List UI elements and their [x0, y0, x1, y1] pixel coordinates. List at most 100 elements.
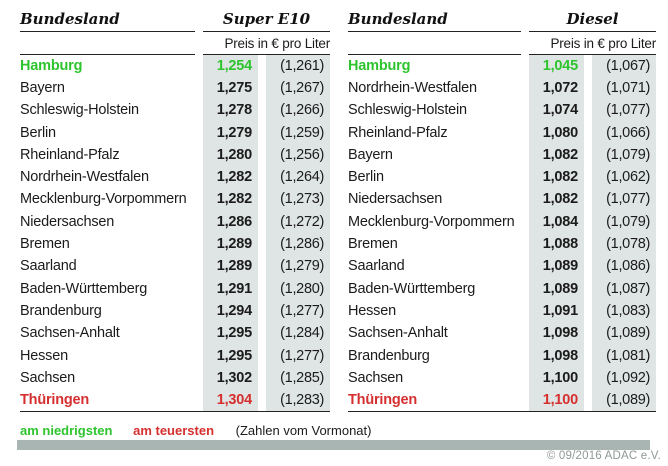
table-row: Niedersachsen 1,082 (1,077) — [348, 188, 656, 211]
current-price: 1,304 — [203, 388, 258, 412]
table-row: Sachsen 1,302 (1,285) — [20, 366, 330, 389]
current-price: 1,089 — [529, 255, 584, 278]
column-gap — [584, 299, 592, 323]
previous-month-price: (1,277) — [266, 344, 330, 367]
previous-month-price: (1,266) — [266, 99, 330, 122]
table-row: Brandenburg 1,098 (1,081) — [348, 344, 656, 367]
state-name: Saarland — [20, 258, 77, 275]
previous-month-price: (1,087) — [592, 277, 656, 300]
state-name: Sachsen-Anhalt — [348, 325, 448, 342]
column-gap — [258, 255, 266, 278]
column-gap — [584, 344, 592, 367]
state-name: Brandenburg — [348, 347, 430, 364]
column-gap — [584, 188, 592, 211]
state-name: Saarland — [348, 258, 405, 275]
column-gap — [258, 188, 266, 211]
table-row: Baden-Württemberg 1,291 (1,280) — [20, 277, 330, 300]
column-gap — [584, 366, 592, 389]
column-gap — [195, 210, 203, 233]
column-gap — [584, 210, 592, 233]
state-name: Nordrhein-Westfalen — [348, 79, 477, 96]
current-price: 1,254 — [203, 54, 258, 77]
column-gap — [195, 277, 203, 300]
state-name: Rheinland-Pfalz — [348, 124, 448, 141]
super-e10-table: Bundesland Super E10 Preis in € pro Lite… — [20, 8, 330, 413]
column-gap — [521, 299, 529, 323]
table-row: Mecklenburg-Vorpommern 1,084 (1,079) — [348, 210, 656, 233]
current-price: 1,280 — [203, 143, 258, 166]
table-subheader-row: Preis in € pro Liter — [348, 32, 656, 55]
table-row: Saarland 1,089 (1,086) — [348, 255, 656, 278]
previous-month-price: (1,079) — [592, 143, 656, 166]
column-gap — [584, 232, 592, 256]
table-row: Hamburg 1,254 (1,261) — [20, 54, 330, 77]
previous-month-price: (1,089) — [592, 388, 656, 412]
table-row: Bremen 1,289 (1,286) — [20, 232, 330, 256]
column-gap — [258, 165, 266, 189]
column-gap — [521, 188, 529, 211]
current-price: 1,275 — [203, 76, 258, 100]
column-gap — [521, 121, 529, 144]
previous-month-price: (1,273) — [266, 188, 330, 211]
state-name: Bremen — [348, 236, 398, 253]
unit-header: Preis in € pro Liter — [203, 36, 330, 55]
column-gap — [584, 54, 592, 77]
table-row: Niedersachsen 1,286 (1,272) — [20, 210, 330, 233]
previous-month-price: (1,279) — [266, 255, 330, 278]
table-row: Brandenburg 1,294 (1,277) — [20, 299, 330, 323]
state-name: Hessen — [20, 347, 68, 364]
current-price: 1,080 — [529, 121, 584, 144]
previous-month-price: (1,066) — [592, 121, 656, 144]
table-row: Rheinland-Pfalz 1,080 (1,066) — [348, 121, 656, 144]
previous-month-price: (1,086) — [592, 255, 656, 278]
table-header-row: Bundesland Diesel — [348, 8, 656, 32]
legend-highest-label: am teuersten — [133, 423, 215, 438]
state-name: Mecklenburg-Vorpommern — [20, 191, 187, 208]
column-gap — [195, 255, 203, 278]
column-gap — [195, 232, 203, 256]
fuel-type-header: Diesel — [529, 10, 656, 32]
previous-month-price: (1,089) — [592, 322, 656, 345]
unit-header: Preis in € pro Liter — [529, 36, 656, 55]
current-price: 1,278 — [203, 99, 258, 122]
previous-month-price: (1,259) — [266, 121, 330, 144]
column-gap — [258, 210, 266, 233]
previous-month-price: (1,077) — [592, 188, 656, 211]
column-gap — [258, 388, 266, 412]
state-name: Hessen — [348, 302, 396, 319]
current-price: 1,089 — [529, 277, 584, 300]
table-header-row: Bundesland Super E10 — [20, 8, 330, 32]
table-row: Mecklenburg-Vorpommern 1,282 (1,273) — [20, 188, 330, 211]
current-price: 1,286 — [203, 210, 258, 233]
previous-month-price: (1,092) — [592, 366, 656, 389]
state-name: Brandenburg — [20, 302, 102, 319]
diesel-table: Bundesland Diesel Preis in € pro Liter H… — [348, 8, 656, 413]
column-gap — [258, 143, 266, 166]
column-gap — [195, 121, 203, 144]
column-gap — [584, 388, 592, 412]
previous-month-price: (1,272) — [266, 210, 330, 233]
column-gap — [521, 54, 529, 77]
state-name: Baden-Württemberg — [348, 280, 476, 297]
table-row: Thüringen 1,304 (1,283) — [20, 388, 330, 412]
column-gap — [521, 76, 529, 100]
previous-month-price: (1,285) — [266, 366, 330, 389]
state-name: Berlin — [20, 124, 56, 141]
current-price: 1,074 — [529, 99, 584, 122]
current-price: 1,098 — [529, 322, 584, 345]
current-price: 1,291 — [203, 277, 258, 300]
current-price: 1,100 — [529, 366, 584, 389]
column-gap — [195, 99, 203, 122]
table-row: Hessen 1,091 (1,083) — [348, 299, 656, 323]
previous-month-price: (1,256) — [266, 143, 330, 166]
previous-month-price: (1,071) — [592, 76, 656, 100]
column-gap — [258, 277, 266, 300]
column-gap — [521, 366, 529, 389]
column-gap — [195, 344, 203, 367]
current-price: 1,088 — [529, 232, 584, 256]
state-name: Bayern — [348, 146, 393, 163]
column-gap — [258, 344, 266, 367]
table-row: Bayern 1,275 (1,267) — [20, 76, 330, 100]
current-price: 1,289 — [203, 255, 258, 278]
current-price: 1,082 — [529, 188, 584, 211]
